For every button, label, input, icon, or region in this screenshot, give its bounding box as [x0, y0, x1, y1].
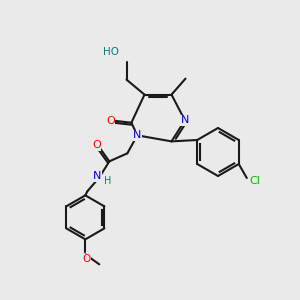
Text: O: O [82, 254, 90, 264]
Text: Cl: Cl [249, 176, 260, 186]
Text: O: O [106, 116, 115, 126]
Text: O: O [92, 140, 101, 150]
Text: N: N [93, 171, 101, 182]
Text: H: H [103, 176, 111, 186]
Text: N: N [181, 116, 189, 125]
Text: HO: HO [103, 46, 118, 57]
Text: N: N [133, 130, 142, 140]
